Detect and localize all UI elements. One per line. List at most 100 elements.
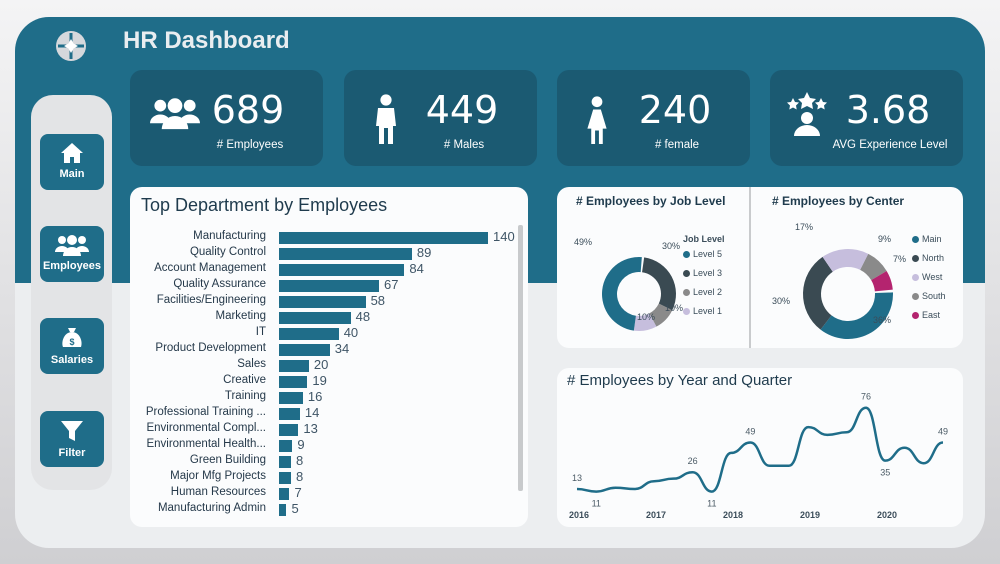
bar <box>279 360 309 372</box>
legend-dot <box>683 308 690 315</box>
svg-text:$: $ <box>69 337 74 347</box>
divider <box>749 187 751 348</box>
kpi-label: AVG Experience Level <box>832 139 948 151</box>
nav-employees-button[interactable]: Employees <box>40 226 104 282</box>
bar-value: 8 <box>295 469 304 484</box>
bar-value: 89 <box>416 245 432 260</box>
legend-item: East <box>912 310 940 320</box>
dashboard-frame: HR Dashboard Main Employees $ Salaries Fi… <box>15 17 985 548</box>
job-level-slice[interactable] <box>633 313 657 331</box>
legend-label: Level 3 <box>693 268 723 278</box>
bar <box>279 392 303 404</box>
center-slice[interactable] <box>820 292 893 339</box>
kpi-value: 3.68 <box>845 88 931 132</box>
kpi-value: 689 <box>211 88 285 132</box>
bar <box>279 232 488 244</box>
bar-label: Marketing <box>215 310 267 322</box>
bar-label: Training <box>224 390 266 402</box>
slice-label: 30% <box>772 296 791 306</box>
legend-dot <box>683 289 690 296</box>
bar-label: Account Management <box>154 262 266 274</box>
legend-label: Main <box>922 234 942 244</box>
bar-label: Quality Assurance <box>173 278 266 290</box>
legend-item: Level 3 <box>683 268 722 278</box>
legend-item: Level 1 <box>683 306 722 316</box>
bar-value: 34 <box>334 341 350 356</box>
slice-label: 17% <box>795 222 814 232</box>
job-level-slice[interactable] <box>601 257 642 331</box>
bar-value: 67 <box>384 277 399 292</box>
bar <box>279 504 287 516</box>
bar <box>279 328 339 340</box>
nav-main-button[interactable]: Main <box>40 134 104 190</box>
sidebar: Main Employees $ Salaries Filter <box>31 95 112 490</box>
chart-title: # Employees by Year and Quarter <box>567 372 793 389</box>
center-slice[interactable] <box>803 256 833 330</box>
page-title: HR Dashboard <box>123 27 290 54</box>
kpi-label: # female <box>654 139 700 151</box>
legend-item: Level 2 <box>683 287 722 297</box>
data-label: 76 <box>861 392 871 402</box>
bar-value: 20 <box>313 357 329 372</box>
bar-label: IT <box>255 326 266 338</box>
bar <box>279 408 300 420</box>
legend-item: West <box>912 272 942 282</box>
legend-dot <box>912 293 919 300</box>
legend-dot <box>912 274 919 281</box>
bar <box>279 296 366 308</box>
x-tick-label: 2017 <box>646 510 666 520</box>
nav-salaries-button[interactable]: $ Salaries <box>40 318 104 374</box>
bar-label: Major Mfg Projects <box>170 470 266 482</box>
data-label: 13 <box>572 473 582 483</box>
donut-charts <box>601 249 893 339</box>
slice-label: 10% <box>665 303 684 313</box>
bar-label: Manufacturing <box>193 230 266 242</box>
female-icon <box>587 96 607 144</box>
bar <box>279 472 291 484</box>
nav-filter-button[interactable]: Filter <box>40 411 104 467</box>
legend-label: Level 1 <box>693 306 723 316</box>
donut-panel: # Employees by Job Level # Employees by … <box>557 187 963 348</box>
job-level-slice[interactable] <box>642 257 676 311</box>
department-bar-chart: Top Department by Employees Manufacturin… <box>130 187 528 527</box>
nav-label: Salaries <box>50 354 94 366</box>
bar-value: 16 <box>307 389 323 404</box>
bar <box>279 456 291 468</box>
data-label: 26 <box>688 456 698 466</box>
chart-title: # Employees by Job Level <box>576 194 726 208</box>
legend-item: Main <box>912 234 942 244</box>
center-slice[interactable] <box>871 270 893 292</box>
bar-label: Environmental Health... <box>146 438 266 450</box>
bar <box>279 424 299 436</box>
slice-label: 30% <box>662 241 681 251</box>
bar-label: Facilities/Engineering <box>156 294 266 306</box>
legend-dot <box>912 236 919 243</box>
legend-item: South <box>912 291 946 301</box>
data-label: 49 <box>745 427 755 437</box>
legend-dot <box>683 270 690 277</box>
nav-label: Main <box>59 168 85 180</box>
nav-label: Filter <box>58 447 86 459</box>
bar <box>279 440 293 452</box>
bar <box>279 488 290 500</box>
bar <box>279 376 308 388</box>
legend-item: North <box>912 253 944 263</box>
x-tick-label: 2016 <box>569 510 589 520</box>
center-slice[interactable] <box>822 249 869 272</box>
legend-dot <box>683 251 690 258</box>
legend-label: West <box>922 272 943 282</box>
x-tick-label: 2019 <box>800 510 820 520</box>
job-level-slice[interactable] <box>649 303 673 327</box>
kpi-label: # Males <box>443 139 485 151</box>
slice-label: 10% <box>637 312 656 322</box>
bar-label: Quality Control <box>189 246 266 258</box>
slice-label: 7% <box>893 254 907 264</box>
kpi-label: # Employees <box>216 139 284 151</box>
center-slice[interactable] <box>860 253 887 281</box>
slice-label: 9% <box>878 234 892 244</box>
bar-label: Sales <box>237 358 266 370</box>
filter-icon <box>61 421 83 441</box>
chart-title: Top Department by Employees <box>141 195 388 215</box>
kpi-males: 449 # Males <box>344 70 537 166</box>
scrollbar[interactable] <box>518 225 523 491</box>
